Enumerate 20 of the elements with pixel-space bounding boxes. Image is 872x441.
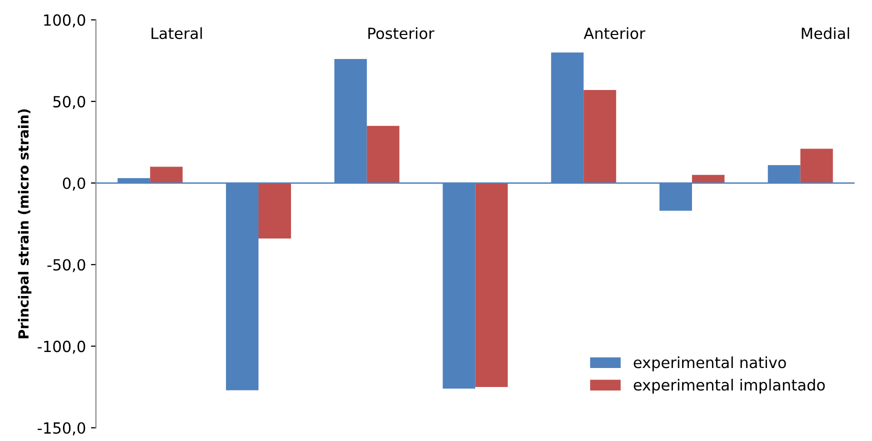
x-tick-label: Medial [802,27,850,40]
y-tick-label: 0,0 [62,177,86,191]
bar [692,174,725,184]
x-tick-label: Lateral [152,27,202,40]
y-tick-label: -50,0 [47,259,86,272]
y-tick-label: 50,0 [53,96,86,110]
x-tick-label: Posterior [368,27,434,40]
bar [800,148,833,184]
x-tick-label: Anterior [584,27,646,40]
bar [150,166,183,184]
bar [475,183,508,387]
bar [366,126,400,184]
y-axis-title: Principal strain (micro strain) [18,109,32,338]
y-tick-label: 100,0 [44,14,86,28]
legend-label: experimental implantado [634,378,825,394]
y-tick-label: -100,0 [38,340,86,354]
bar [258,183,291,238]
bar [584,90,616,184]
y-tick-label: -150,0 [38,422,86,436]
legend-label: experimental nativo [634,356,786,372]
